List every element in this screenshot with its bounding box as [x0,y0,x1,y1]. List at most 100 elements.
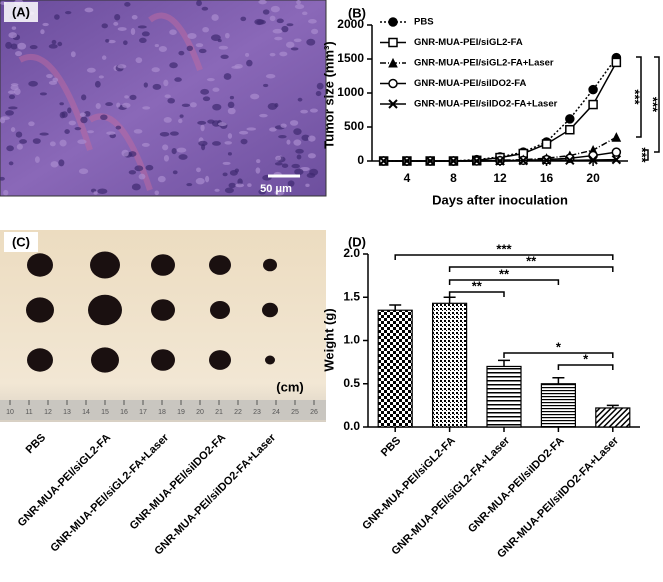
cell [196,0,202,7]
cell [281,163,289,168]
cell [152,83,162,90]
cell [211,120,221,127]
cell [220,54,229,59]
cell [80,116,88,124]
cell [224,141,232,145]
panel-label: (D) [348,234,366,249]
legend-label: GNR-MUA-PEI/siIDO2-FA+Laser [414,99,558,110]
cell [106,131,116,135]
tumor-photo: (C) (cm) 10 11 12 13 14 15 16 17 18 19 20 21 22 23 24 2… [0,230,326,422]
cell [176,147,187,153]
cell [263,83,269,88]
error-bar [389,304,402,311]
tumor [151,254,175,276]
cell [198,140,208,147]
y-tick-label: 0.0 [343,419,360,433]
tumor [88,294,122,326]
cell [258,0,267,5]
x-tick-label: 4 [404,171,411,185]
cell [15,50,23,57]
cell [307,135,316,142]
tumor [26,297,54,323]
cell [157,175,166,183]
marker [611,147,622,157]
cell [294,168,304,176]
cell [10,43,18,50]
cell [265,73,276,79]
marker [565,114,575,124]
cell [269,127,277,132]
cell [296,0,301,5]
cell [151,67,160,73]
cell [237,178,243,186]
y-tick-label: 500 [344,119,364,133]
cell [256,159,261,164]
error-bar [498,359,510,367]
cell [78,168,89,175]
cell [128,170,137,175]
cell [32,138,41,144]
cell [222,161,231,165]
cell [5,110,14,116]
cell [116,102,121,108]
cell [255,167,261,174]
cell [129,94,137,101]
cell [130,27,136,35]
cell [195,43,204,48]
cell [300,109,308,114]
cell [131,183,141,191]
cell [86,67,96,73]
significance-label: * [583,351,589,366]
x-tick-label: GNR-MUA-PEI/siGL2-FA [360,435,458,533]
cell [218,45,229,50]
x-tick-label: GNR-MUA-PEI/siIDO2-FA+Laser [495,434,621,560]
ruler-label: 11 [25,409,32,416]
panel-label: (C) [12,234,30,249]
ruler-label: 12 [44,409,52,416]
ruler-label: 16 [120,409,128,416]
marker [588,155,598,165]
cell [164,94,171,98]
cell [178,154,188,160]
cell [59,111,66,119]
tumor [263,258,277,272]
marker [611,57,622,68]
cell [280,123,287,128]
cell [186,183,193,187]
cell [84,7,94,13]
cell [57,41,63,47]
cell [296,154,302,160]
cell [68,120,77,126]
cell [302,11,308,16]
cell [202,27,209,33]
marker [565,155,575,166]
tumor [151,299,175,321]
cell [162,144,169,151]
cell [65,11,72,15]
cell [124,2,131,7]
cell [169,29,177,35]
marker [588,84,598,95]
significance-bracket [448,291,505,297]
cell [142,106,151,110]
cell [309,168,319,176]
cell [291,163,300,169]
cell [311,28,319,35]
cell [158,45,168,53]
marker [611,154,622,165]
cell [227,107,236,115]
significance-label: ** [472,278,483,293]
cell [7,90,16,94]
cell [159,131,170,137]
cell [212,141,221,146]
cell [171,147,177,155]
marker [472,156,482,166]
cell [178,50,185,56]
ruler-label: 26 [310,409,318,416]
bar [377,309,413,428]
cell [198,48,207,54]
cell [163,117,172,123]
cell [178,118,183,124]
significance-bracket [448,266,614,272]
cell [293,38,302,43]
